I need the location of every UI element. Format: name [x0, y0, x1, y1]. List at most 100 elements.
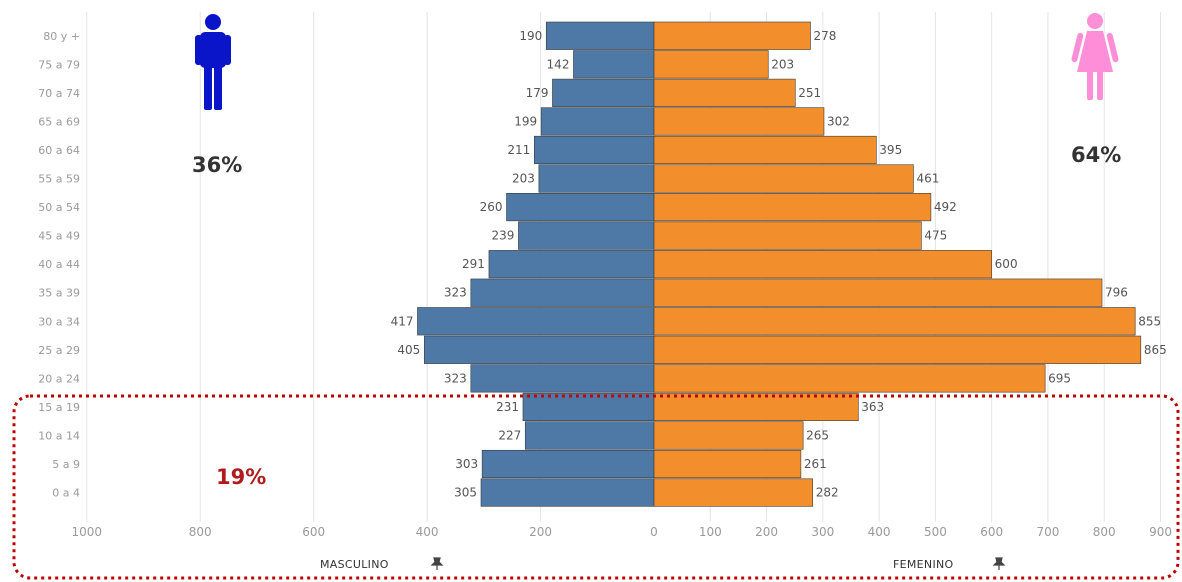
- bar-masculino: [470, 278, 655, 307]
- data-label-femenino: 395: [879, 143, 902, 157]
- data-label-femenino: 265: [806, 428, 829, 442]
- category-label: 15 a 19: [38, 401, 80, 414]
- data-label-masculino: 291: [462, 257, 485, 271]
- data-label-femenino: 363: [861, 400, 884, 414]
- bars: [417, 21, 1142, 507]
- pin-icon: [992, 557, 1006, 570]
- data-label-masculino: 142: [547, 57, 570, 71]
- bar-femenino: [653, 50, 769, 79]
- bar-masculino: [417, 307, 655, 336]
- data-label-masculino: 417: [391, 314, 414, 328]
- bar-femenino: [653, 193, 932, 222]
- bar-masculino: [480, 478, 655, 507]
- x-axis-label-masculino: MASCULINO: [320, 558, 389, 571]
- x-tick-label: 200: [755, 525, 778, 539]
- bar-femenino: [653, 221, 922, 250]
- data-label-femenino: 865: [1144, 343, 1167, 357]
- category-label: 25 a 29: [38, 344, 80, 357]
- female-percentage: 64%: [1071, 143, 1121, 167]
- bar-masculino: [545, 21, 655, 50]
- category-label: 5 a 9: [52, 458, 80, 471]
- category-label: 35 a 39: [38, 287, 80, 300]
- bar-femenino: [653, 449, 802, 479]
- highlight-percentage: 19%: [216, 465, 266, 489]
- x-tick-label: 0: [650, 525, 658, 539]
- data-label-masculino: 211: [507, 143, 530, 157]
- x-tick-label: 400: [868, 525, 891, 539]
- data-label-masculino: 260: [480, 200, 503, 214]
- bar-masculino: [524, 421, 655, 450]
- category-label: 50 a 54: [38, 201, 80, 214]
- data-label-femenino: 492: [934, 200, 957, 214]
- bar-masculino: [470, 364, 655, 393]
- x-tick-label: 1000: [72, 525, 103, 539]
- category-label: 30 a 34: [38, 315, 80, 328]
- x-tick-label: 900: [1149, 525, 1172, 539]
- data-label-femenino: 203: [771, 57, 794, 71]
- category-label: 70 a 74: [38, 87, 80, 100]
- bar-masculino: [552, 78, 655, 107]
- category-label: 65 a 69: [38, 115, 80, 128]
- category-label: 60 a 64: [38, 144, 80, 157]
- data-label-femenino: 475: [924, 229, 947, 243]
- bar-masculino: [540, 107, 655, 136]
- x-tick-label: 400: [416, 525, 439, 539]
- x-tick-label: 100: [699, 525, 722, 539]
- male-percentage: 36%: [192, 153, 242, 177]
- data-label-masculino: 323: [444, 286, 467, 300]
- highlight-dashed-box: [12, 394, 1180, 580]
- bar-femenino: [653, 21, 811, 50]
- data-label-femenino: 278: [813, 29, 836, 43]
- x-tick-label: 200: [529, 525, 552, 539]
- bar-femenino: [653, 478, 814, 507]
- bar-femenino: [653, 78, 796, 107]
- category-label: 75 a 79: [38, 58, 80, 71]
- x-tick-label: 300: [811, 525, 834, 539]
- pin-icon: [430, 557, 444, 570]
- bar-masculino: [488, 250, 655, 279]
- data-label-masculino: 179: [526, 86, 549, 100]
- category-label: 20 a 24: [38, 372, 80, 385]
- bar-masculino: [518, 221, 655, 250]
- data-label-femenino: 855: [1138, 314, 1161, 328]
- bar-femenino: [653, 135, 877, 165]
- category-label: 10 a 14: [38, 429, 80, 442]
- category-labels: 190 278 80 y + 142 203 75 a 79 179 251 70 a 74 19…: [38, 29, 1166, 500]
- bar-masculino: [506, 193, 655, 222]
- bar-masculino: [573, 50, 655, 79]
- data-label-femenino: 282: [816, 486, 839, 500]
- data-label-masculino: 227: [498, 428, 521, 442]
- bar-femenino: [653, 164, 914, 193]
- bar-femenino: [653, 307, 1136, 336]
- bar-masculino: [522, 392, 655, 421]
- bar-femenino: [653, 335, 1142, 364]
- data-label-masculino: 203: [512, 172, 535, 186]
- bar-femenino: [653, 364, 1046, 393]
- bar-femenino: [653, 392, 859, 421]
- data-label-femenino: 251: [798, 86, 821, 100]
- x-tick-label: 800: [189, 525, 212, 539]
- category-label: 45 a 49: [38, 230, 80, 243]
- bar-femenino: [653, 278, 1103, 307]
- bar-masculino: [423, 335, 655, 364]
- male-person-icon: [195, 14, 231, 110]
- data-label-masculino: 239: [492, 229, 515, 243]
- data-label-masculino: 303: [455, 457, 478, 471]
- data-label-masculino: 405: [397, 343, 420, 357]
- axis-ticks: 1000 800 600 400 200 0 100 200 300 400 500 600 700 80…: [72, 525, 1172, 539]
- data-label-masculino: 305: [454, 486, 477, 500]
- data-label-masculino: 323: [444, 371, 467, 385]
- data-label-femenino: 796: [1105, 286, 1128, 300]
- bar-femenino: [653, 250, 992, 279]
- category-label: 55 a 59: [38, 173, 80, 186]
- data-label-masculino: 199: [514, 114, 537, 128]
- x-tick-label: 600: [980, 525, 1003, 539]
- category-label: 80 y +: [43, 30, 80, 43]
- x-tick-label: 700: [1037, 525, 1060, 539]
- data-label-femenino: 261: [804, 457, 827, 471]
- data-label-masculino: 190: [519, 29, 542, 43]
- data-label-femenino: 600: [995, 257, 1018, 271]
- bar-masculino: [538, 164, 655, 193]
- data-label-femenino: 695: [1048, 371, 1071, 385]
